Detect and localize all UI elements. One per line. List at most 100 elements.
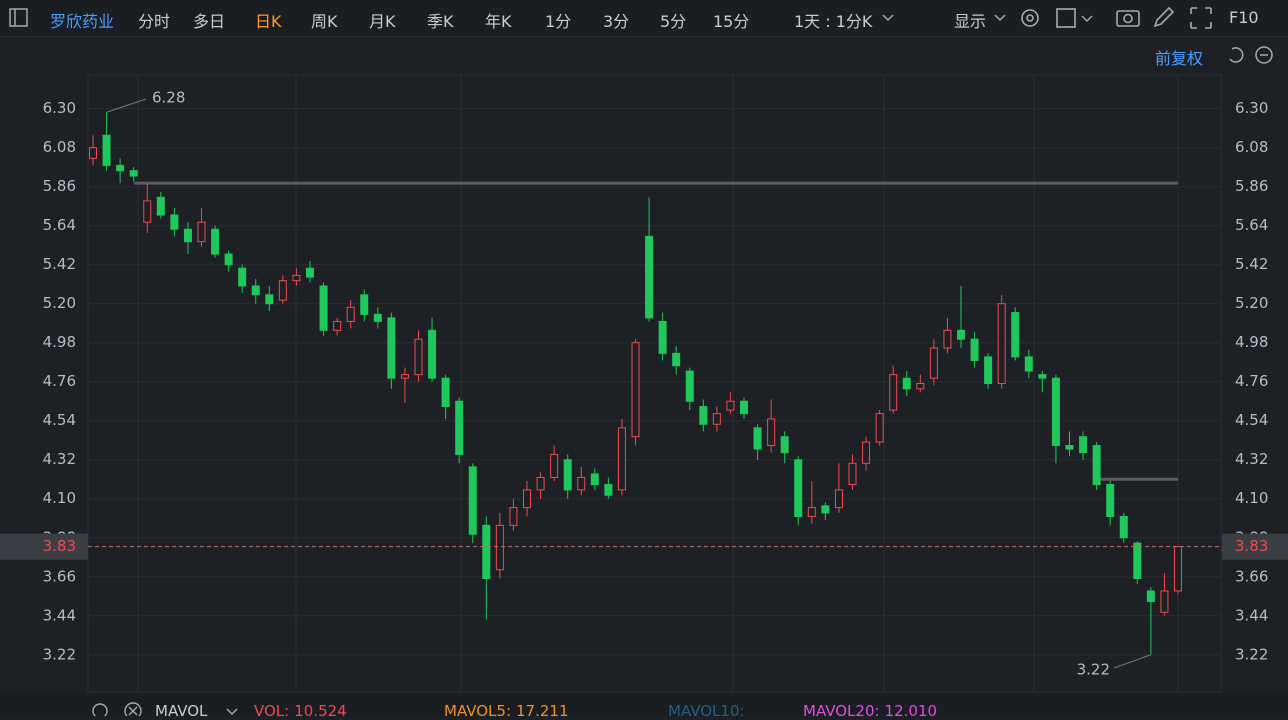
candle-body	[1133, 542, 1142, 580]
candle-body	[821, 505, 830, 514]
low-label: 3.22	[1077, 661, 1110, 679]
period-tab[interactable]: 1分	[545, 12, 572, 31]
candle-body	[156, 196, 165, 216]
candle-body	[590, 473, 599, 486]
period-tab[interactable]: 周K	[311, 12, 338, 31]
candle-body	[482, 524, 491, 580]
vol-name: MAVOL20:	[803, 702, 880, 720]
candle-body	[102, 134, 111, 166]
vol-value: 17.211	[516, 702, 569, 720]
candle-body	[523, 489, 531, 509]
y-tick-label: 5.20	[1235, 294, 1268, 312]
last-price-label: 3.83	[43, 537, 76, 555]
y-tick-label: 3.66	[43, 567, 76, 585]
panel-icons[interactable]	[1226, 45, 1286, 65]
period-tab[interactable]: 季K	[427, 12, 454, 31]
candle-body	[1011, 312, 1020, 358]
candle-body	[577, 476, 586, 491]
period-tab[interactable]: 月K	[369, 12, 396, 31]
candle-body	[1106, 484, 1115, 517]
candle-body	[292, 274, 301, 282]
candle-body	[455, 400, 464, 455]
menu-icon[interactable]	[9, 8, 29, 28]
last-price-label: 3.83	[1235, 537, 1268, 555]
y-tick-label: 6.08	[1235, 138, 1268, 156]
candle-body	[957, 329, 965, 340]
candle-body	[509, 507, 518, 526]
candle-body	[902, 377, 911, 390]
y-tick-label: 3.44	[43, 606, 76, 624]
y-tick-label: 4.32	[43, 450, 76, 468]
candle-body	[428, 329, 437, 379]
stock-name[interactable]: 罗欣药业	[50, 12, 115, 31]
y-tick-label: 5.64	[1235, 216, 1268, 234]
candle-body	[740, 400, 748, 415]
candle-body	[550, 453, 559, 478]
y-tick-label: 6.30	[43, 99, 76, 117]
plot-frame	[87, 74, 1222, 693]
vol-selector[interactable]: MAVOL	[155, 702, 208, 720]
period-tab[interactable]: 年K	[485, 12, 512, 31]
candle-body	[997, 303, 1006, 384]
f10-button[interactable]: F10	[1229, 8, 1259, 27]
candle-body	[116, 164, 125, 172]
candle-body	[862, 441, 871, 464]
display-menu[interactable]: 显示	[954, 12, 987, 31]
chevron	[882, 14, 894, 22]
candle-body	[889, 374, 898, 411]
candle-body	[319, 285, 328, 331]
candle-body	[306, 267, 314, 278]
candle-body	[916, 383, 925, 390]
y-tick-label: 5.86	[1235, 177, 1268, 195]
period-tab[interactable]: 多日	[193, 12, 226, 31]
y-tick-label: 4.10	[1235, 489, 1268, 507]
candle-body	[672, 352, 681, 367]
y-tick-label: 6.30	[1235, 99, 1268, 117]
candle-body	[1051, 377, 1060, 447]
candle-body	[726, 400, 735, 411]
y-tick-label: 3.44	[1235, 606, 1268, 624]
candle-body	[183, 228, 192, 243]
candle-body	[536, 476, 545, 491]
candle-body	[1024, 356, 1033, 372]
candle-body	[278, 280, 287, 301]
vol-name: VOL:	[254, 702, 290, 720]
adjust-mode[interactable]: 前复权	[1155, 49, 1204, 68]
period-tab[interactable]: 5分	[660, 12, 687, 31]
y-tick-label: 5.20	[43, 294, 76, 312]
y-tick-label: 4.98	[43, 333, 76, 351]
tool-icons[interactable]	[1015, 3, 1215, 33]
y-tick-label: 3.66	[1235, 567, 1268, 585]
y-tick-label: 3.88	[1235, 528, 1268, 546]
low-pointer	[1113, 654, 1152, 669]
candle-body	[685, 370, 694, 402]
candle-body	[767, 418, 776, 447]
candle-body	[1065, 445, 1074, 450]
period-tab[interactable]: 15分	[713, 12, 750, 31]
y-tick-label: 4.54	[43, 411, 76, 429]
range-select[interactable]: 1天 : 1分K	[794, 12, 873, 31]
y-tick-label: 3.22	[1235, 645, 1268, 663]
candle-body	[414, 338, 423, 376]
period-tab[interactable]: 3分	[603, 12, 630, 31]
candle-body	[563, 459, 572, 491]
candle-body	[333, 320, 342, 331]
candle-body	[387, 317, 396, 379]
period-tab[interactable]: 分时	[138, 12, 171, 31]
high-label: 6.28	[152, 89, 185, 107]
period-tab[interactable]: 日K	[255, 12, 282, 31]
y-tick-label: 4.98	[1235, 333, 1268, 351]
candle-body	[617, 427, 626, 491]
y-tick-label: 3.22	[43, 645, 76, 663]
candle-body	[251, 285, 260, 296]
candle-body	[712, 413, 721, 425]
candle-body	[89, 147, 97, 159]
y-tick-label: 5.42	[43, 255, 76, 273]
vol-icons[interactable]	[88, 693, 148, 716]
chevron	[994, 14, 1006, 22]
y-tick-label: 4.10	[43, 489, 76, 507]
chevron	[226, 708, 238, 716]
y-tick-label: 3.88	[43, 528, 76, 546]
